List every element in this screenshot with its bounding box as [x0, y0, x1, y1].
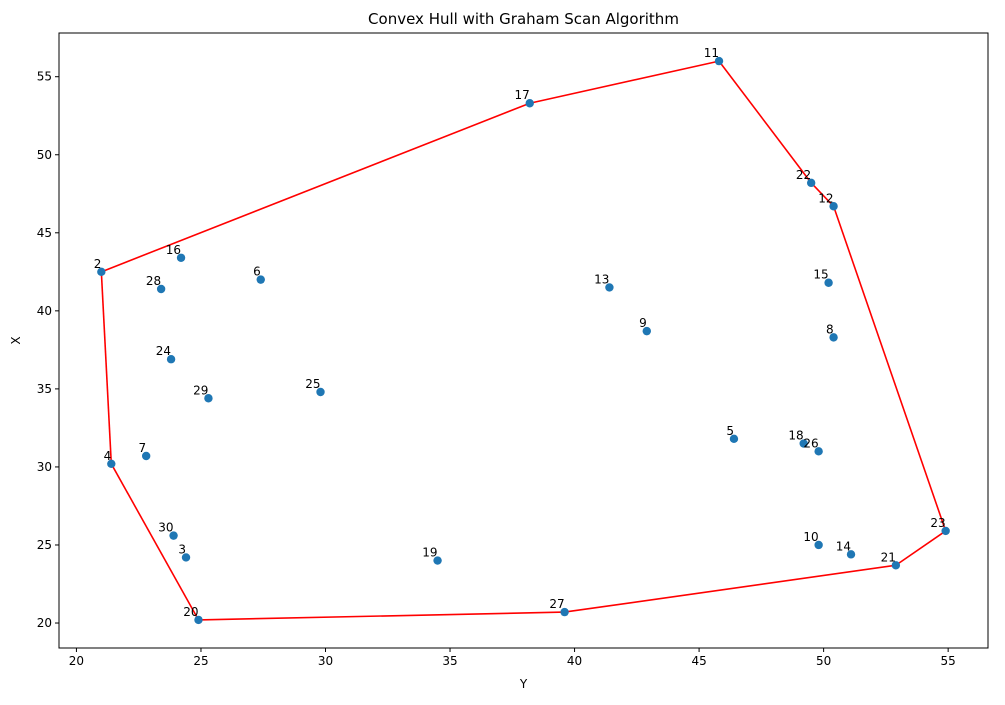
y-axis-label: X — [9, 336, 23, 344]
scatter-point — [829, 333, 838, 342]
scatter-point — [176, 253, 186, 262]
x-tick-label: 20 — [69, 654, 84, 668]
scatter-point — [181, 553, 191, 562]
point-label: 17 — [514, 88, 529, 102]
point-label: 5 — [726, 424, 734, 438]
x-tick-label: 35 — [442, 654, 457, 668]
point-label: 20 — [183, 605, 198, 619]
scatter-point — [525, 99, 534, 108]
plot-frame — [58, 32, 989, 649]
hull-edge — [101, 102, 531, 273]
x-tick-label: 50 — [816, 654, 831, 668]
hull-edge — [832, 206, 947, 532]
point-label: 22 — [796, 168, 811, 182]
x-tick-label: 40 — [567, 654, 582, 668]
convex-hull — [100, 60, 947, 621]
scatter-point — [256, 275, 265, 284]
scatter-point — [846, 550, 856, 559]
scatter-point — [97, 267, 106, 277]
y-tick-label: 55 — [37, 70, 52, 84]
point-label: 7 — [139, 441, 147, 455]
point-label: 25 — [305, 377, 320, 391]
point-label: 24 — [156, 344, 171, 358]
hull-edge — [718, 60, 812, 184]
scatter-point — [814, 540, 823, 550]
point-label: 8 — [826, 322, 834, 336]
hull-edge — [529, 60, 720, 105]
point-label: 30 — [158, 521, 173, 535]
point-label: 15 — [813, 268, 828, 282]
y-tick-label: 30 — [37, 460, 52, 474]
y-tick-label: 20 — [37, 616, 52, 630]
point-label: 21 — [881, 550, 896, 564]
y-tick-label: 40 — [37, 304, 52, 318]
scatter-point — [806, 178, 816, 188]
x-tick-label: 30 — [318, 654, 333, 668]
point-labels: 2345678910111213141516171819202122232425… — [94, 46, 946, 619]
point-label: 12 — [818, 191, 833, 205]
scatter-point — [799, 439, 808, 448]
point-label: 9 — [639, 316, 647, 330]
x-tick-label: 55 — [941, 654, 956, 668]
point-label: 23 — [930, 516, 945, 530]
scatter-point — [829, 202, 838, 211]
scatter-point — [814, 447, 823, 456]
scatter-point — [433, 556, 442, 565]
point-label: 27 — [549, 597, 564, 611]
hull-edge — [810, 182, 835, 207]
scatter-point — [941, 526, 950, 536]
scatter-point — [107, 459, 116, 469]
scatter-point — [156, 284, 166, 294]
point-label: 3 — [178, 542, 186, 556]
point-label: 29 — [193, 383, 208, 397]
x-axis-label: Y — [519, 677, 528, 691]
point-label: 6 — [253, 265, 261, 279]
point-label: 13 — [594, 272, 609, 286]
point-label: 19 — [422, 546, 437, 560]
point-label: 4 — [104, 449, 112, 463]
scatter-point — [316, 387, 325, 397]
point-label: 2 — [94, 257, 102, 271]
scatter-point — [169, 531, 178, 540]
hull-edge — [564, 564, 896, 613]
point-label: 16 — [166, 243, 181, 257]
point-label: 14 — [836, 539, 851, 553]
scatter-point — [605, 283, 614, 292]
scatter-point — [642, 326, 651, 336]
scatter-point — [824, 278, 833, 287]
point-label: 18 — [788, 429, 803, 443]
scatter-point — [141, 451, 151, 461]
hull-edge — [100, 271, 113, 464]
scatter-point — [560, 607, 569, 617]
scatter-point — [891, 561, 901, 570]
x-tick-label: 45 — [691, 654, 706, 668]
point-label: 10 — [803, 530, 818, 544]
scatter-point — [166, 355, 176, 364]
point-label: 11 — [704, 46, 719, 60]
y-tick-label: 25 — [37, 538, 52, 552]
x-tick-label: 25 — [193, 654, 208, 668]
scatter-point — [729, 434, 739, 444]
y-tick-label: 45 — [37, 226, 52, 240]
scatter-point — [714, 56, 724, 66]
point-label: 26 — [803, 436, 818, 450]
hull-edge — [198, 611, 565, 621]
scatter-point — [194, 615, 203, 625]
scatter-points — [97, 56, 950, 625]
y-tick-label: 50 — [37, 148, 52, 162]
hull-edge — [110, 463, 200, 621]
hull-edge — [895, 530, 947, 566]
chart-title: Convex Hull with Graham Scan Algorithm — [368, 10, 679, 28]
scatter-point — [204, 394, 213, 403]
point-label: 28 — [146, 274, 161, 288]
y-tick-label: 35 — [37, 382, 52, 396]
